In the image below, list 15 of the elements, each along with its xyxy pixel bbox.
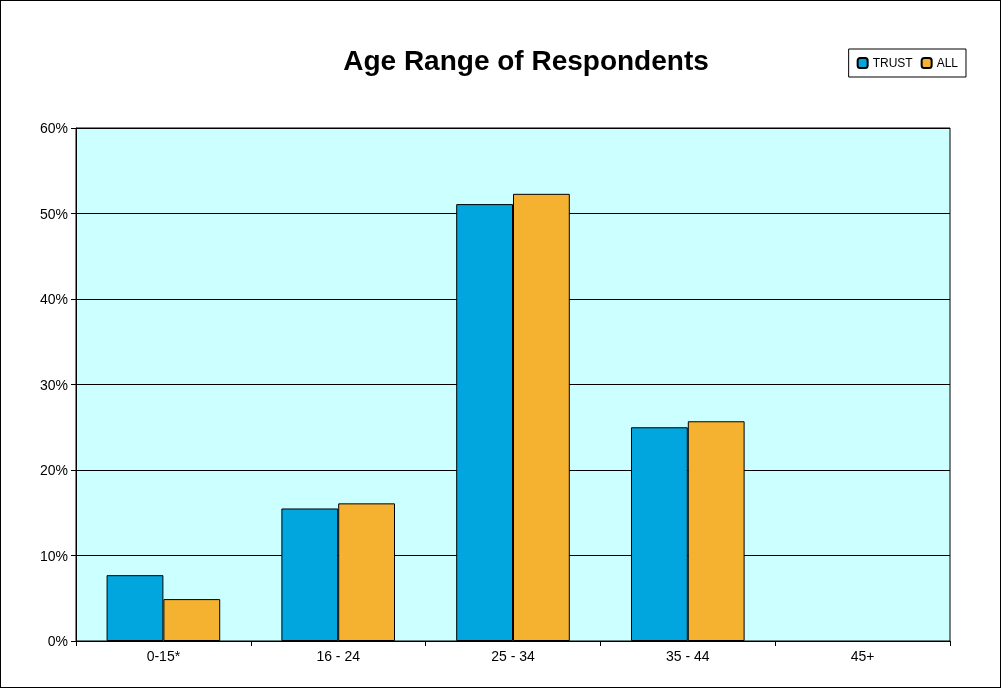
x-tick-label: 25 - 34	[491, 648, 535, 664]
y-tick-label: 40%	[39, 291, 68, 307]
y-tick-label: 10%	[39, 547, 68, 564]
x-tick-label: 0-15*	[146, 648, 181, 664]
y-tick-label: 60%	[39, 120, 68, 136]
legend-label: TRUST	[872, 56, 914, 70]
chart-title: Age Range of Respondents	[343, 44, 709, 76]
x-tick-label: 35 - 44	[666, 648, 710, 664]
y-tick-label: 0%	[47, 633, 68, 649]
x-tick-label: 45+	[850, 648, 875, 664]
y-tick-label: 50%	[39, 205, 68, 222]
legend-label: ALL	[936, 56, 959, 70]
x-tick-label: 16 - 24	[316, 648, 361, 664]
y-tick-label: 30%	[39, 376, 68, 393]
y-tick-label: 20%	[39, 462, 68, 478]
